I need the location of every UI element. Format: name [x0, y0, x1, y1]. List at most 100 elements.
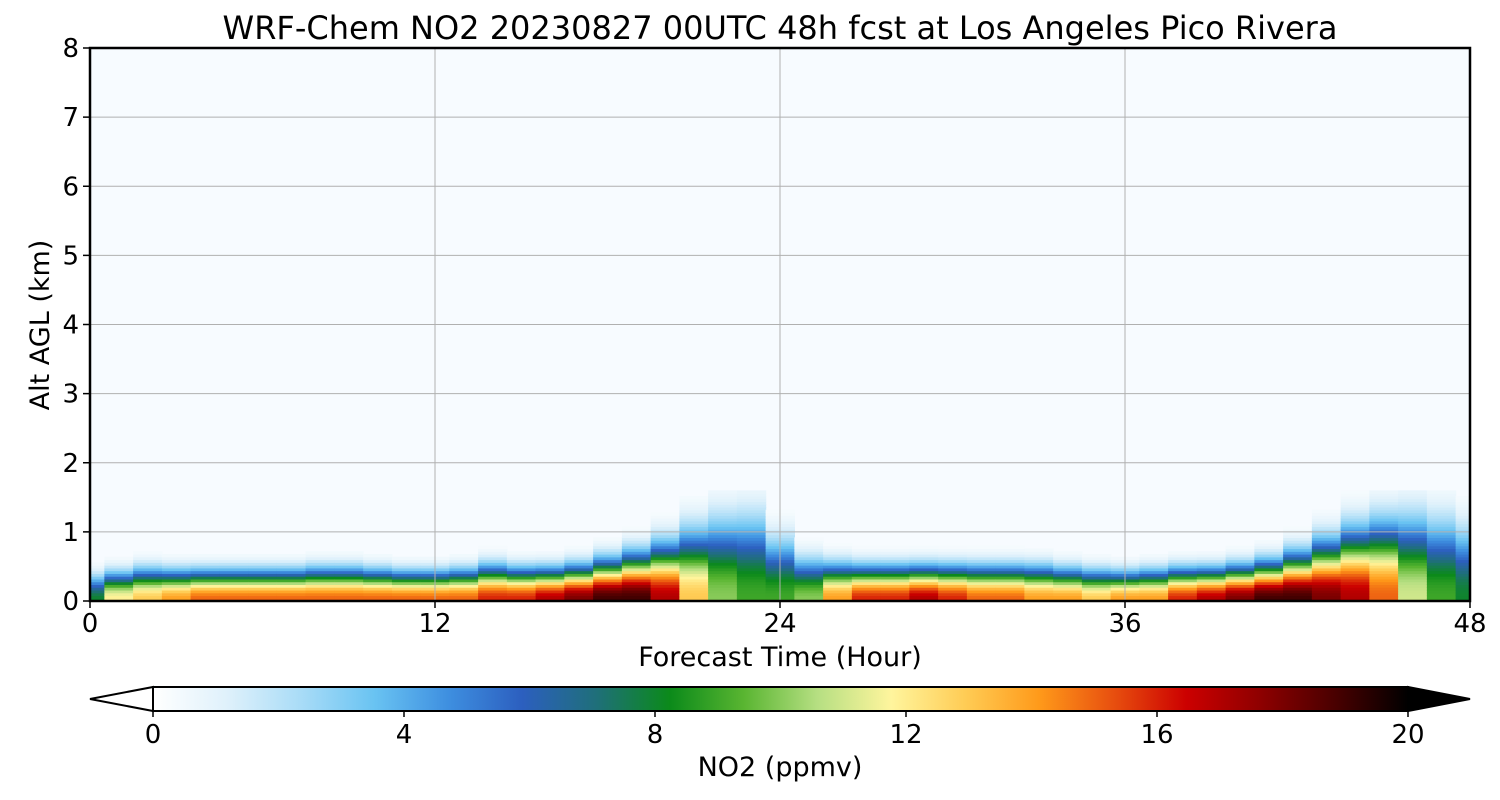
- heatmap-cell: [736, 551, 767, 555]
- heatmap-cell: [305, 559, 335, 563]
- heatmap-cell: [104, 562, 134, 566]
- heatmap-cell: [363, 554, 393, 558]
- heatmap-cell: [564, 581, 594, 585]
- heatmap-cell: [305, 578, 335, 583]
- heatmap-cell: [391, 592, 422, 597]
- heatmap-cell: [708, 589, 738, 594]
- heatmap-cell: [305, 584, 335, 588]
- heatmap-cell: [1311, 584, 1342, 588]
- heatmap-cell: [1081, 595, 1112, 599]
- heatmap-cell: [1139, 556, 1169, 561]
- heatmap-cell: [161, 567, 192, 572]
- heatmap-cell: [621, 598, 652, 601]
- heatmap-cell: [909, 570, 939, 574]
- heatmap-cell: [1455, 545, 1470, 550]
- heatmap-cell: [736, 545, 767, 550]
- heatmap-cell: [506, 576, 537, 580]
- heatmap-cell: [535, 570, 565, 574]
- heatmap-cell: [449, 556, 479, 561]
- heatmap-cell: [851, 598, 882, 601]
- heatmap-cell: [708, 587, 738, 591]
- heatmap-cell: [1455, 598, 1470, 601]
- x-tick-label: 0: [82, 609, 99, 639]
- heatmap-cell: [1369, 556, 1399, 561]
- heatmap-cell: [1398, 595, 1428, 599]
- heatmap-cell: [1053, 567, 1083, 572]
- heatmap-cell: [1369, 570, 1399, 574]
- heatmap-cell: [190, 565, 220, 569]
- heatmap-cell: [564, 573, 594, 577]
- heatmap-cell: [161, 587, 192, 591]
- heatmap-cell: [1340, 573, 1370, 577]
- heatmap-cell: [1024, 567, 1054, 572]
- heatmap-cell: [995, 559, 1025, 563]
- heatmap-cell: [679, 595, 709, 599]
- heatmap-cell: [478, 576, 508, 580]
- heatmap-cell: [305, 573, 335, 577]
- heatmap-cell: [679, 498, 709, 503]
- heatmap-cell: [1081, 581, 1112, 585]
- heatmap-cell: [909, 573, 939, 577]
- heatmap-cell: [1398, 559, 1428, 563]
- heatmap-cell: [708, 565, 738, 569]
- heatmap-cell: [391, 584, 422, 588]
- heatmap-cell: [1254, 559, 1284, 563]
- heatmap-cell: [851, 556, 882, 561]
- heatmap-cell: [909, 598, 939, 601]
- heatmap-cell: [1283, 534, 1313, 538]
- heatmap-cell: [736, 540, 767, 544]
- heatmap-cell: [1168, 581, 1198, 585]
- heatmap-cell: [708, 504, 738, 508]
- heatmap-cell: [161, 556, 192, 561]
- heatmap-cell: [1254, 592, 1284, 597]
- heatmap-cell: [736, 567, 767, 572]
- heatmap-cell: [1455, 542, 1470, 547]
- heatmap-cell: [650, 545, 680, 550]
- heatmap-cell: [1455, 515, 1470, 519]
- heatmap-cell: [1053, 595, 1083, 599]
- heatmap-cell: [248, 578, 278, 583]
- heatmap-cell: [736, 542, 767, 547]
- heatmap-cell: [1398, 537, 1428, 541]
- heatmap-cell: [133, 554, 163, 558]
- heatmap-cell: [506, 567, 537, 572]
- heatmap-cell: [650, 515, 680, 519]
- heatmap-cell: [1053, 559, 1083, 563]
- heatmap-cell: [1455, 498, 1470, 503]
- heatmap-cell: [1024, 556, 1054, 561]
- heatmap-cell: [219, 576, 249, 580]
- heatmap-cell: [219, 592, 249, 597]
- heatmap-cell: [104, 573, 134, 577]
- heatmap-cell: [1225, 556, 1255, 561]
- heatmap-cell: [621, 526, 652, 530]
- heatmap-cell: [1139, 589, 1169, 594]
- heatmap-cell: [679, 556, 709, 561]
- heatmap-cell: [880, 584, 910, 588]
- heatmap-cell: [90, 584, 105, 588]
- heatmap-cell: [650, 559, 680, 563]
- heatmap-cell: [1340, 518, 1370, 522]
- heatmap-cell: [1340, 587, 1370, 591]
- heatmap-cell: [708, 515, 738, 519]
- heatmap-cell: [133, 567, 163, 572]
- heatmap-cell: [1311, 509, 1342, 514]
- heatmap-cell: [535, 589, 565, 594]
- heatmap-cell: [650, 554, 680, 558]
- heatmap-cell: [938, 551, 968, 555]
- heatmap-cell: [1196, 567, 1227, 572]
- heatmap-cell: [190, 589, 220, 594]
- heatmap-cell: [535, 551, 565, 555]
- heatmap-cell: [1196, 584, 1227, 588]
- heatmap-cell: [564, 559, 594, 563]
- heatmap-cell: [1254, 595, 1284, 599]
- heatmap-cell: [621, 565, 652, 569]
- heatmap-cell: [564, 578, 594, 583]
- heatmap-cell: [276, 576, 307, 580]
- heatmap-cell: [708, 551, 738, 555]
- heatmap-cell: [621, 556, 652, 561]
- heatmap-cell: [1369, 567, 1399, 572]
- heatmap-cell: [650, 534, 680, 538]
- heatmap-cell: [248, 562, 278, 566]
- heatmap-cell: [938, 567, 968, 572]
- colorbar-over-arrow: [1407, 685, 1471, 713]
